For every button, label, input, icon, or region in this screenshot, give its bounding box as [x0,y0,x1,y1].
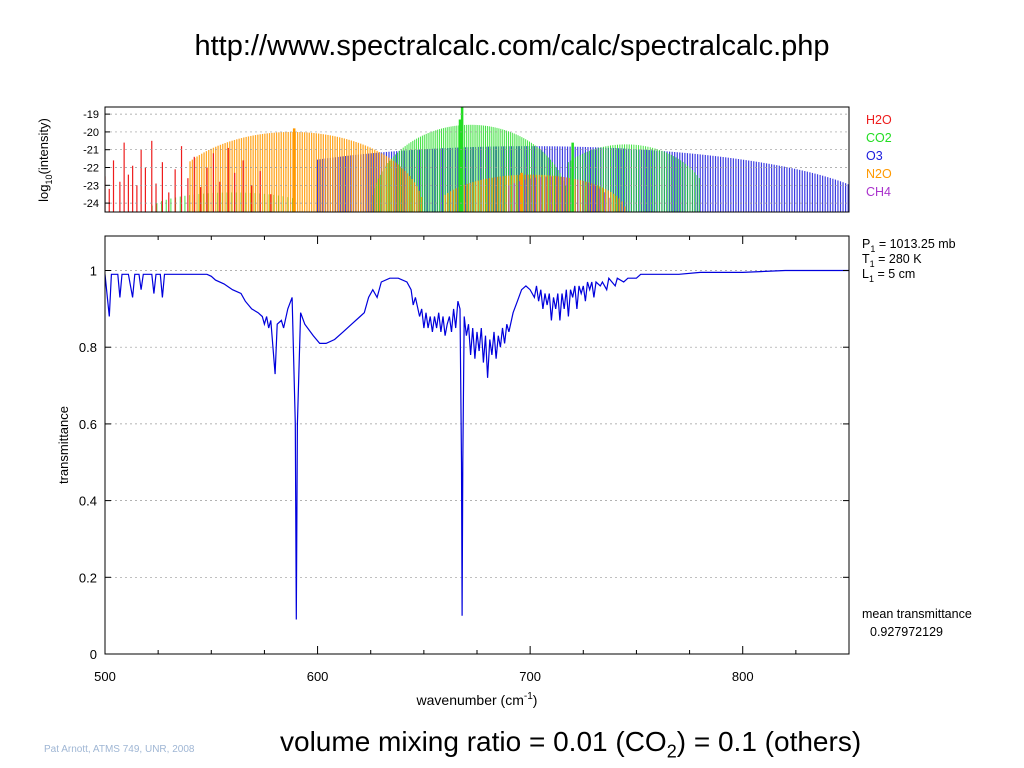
wavenumber-x-ticks: 500 600 700 800 [94,236,850,684]
mean-transmittance-label: mean transmittance [862,607,972,621]
transmittance-series-line [105,269,849,620]
intensity-y-tick-label: -24 [83,198,99,210]
wavenumber-x-tick-label: 800 [732,669,754,684]
intensity-y-tick-label: -20 [83,127,99,139]
transmittance-y-tick-label: 0.6 [79,417,97,432]
mixing-ratio-caption: volume mixing ratio = 0.01 (CO2) = 0.1 (… [280,726,862,762]
transmittance-y-tick-label: 0 [90,647,97,662]
wavenumber-x-tick-label: 600 [307,669,329,684]
transmittance-y-tick-label: 0.4 [79,494,97,509]
intensity-bands [105,107,849,212]
slide-title: http://www.spectralcalc.com/calc/spectra… [194,30,830,62]
transmittance-gridlines [105,270,849,655]
legend-entry-n2o: N2O [866,167,892,181]
transmittance-plot-frame [104,235,850,655]
intensity-gridlines [105,113,849,204]
intensity-y-tick-label: -21 [83,145,99,157]
wavenumber-x-axis-label: wavenumber (cm-1) [416,691,538,708]
legend-entry-h2o: H2O [866,113,892,127]
parameter-p: P1 = 1013.25 mb [862,237,956,254]
footer-credit: Pat Arnott, ATMS 749, UNR, 2008 [44,744,195,755]
transmittance-y-tick-label: 0.8 [79,340,97,355]
transmittance-y-tick-label: 1 [90,264,97,279]
intensity-y-ticks: -19 -20 -21 -22 -23 -24 [83,109,110,210]
species-legend: H2O CO2 O3 N2O CH4 [866,113,892,199]
intensity-plot-frame [104,106,850,213]
transmittance-y-ticks: 0 0.2 0.4 0.6 0.8 1 [79,264,849,662]
legend-entry-o3: O3 [866,149,883,163]
legend-entry-co2: CO2 [866,131,892,145]
parameter-l: L1 = 5 cm [862,267,915,284]
transmittance-y-axis-label: transmittance [56,406,71,484]
parameter-t: T1 = 280 K [862,252,922,269]
legend-entry-ch4: CH4 [866,185,891,199]
wavenumber-x-tick-label: 500 [94,669,116,684]
transmittance-y-tick-label: 0.2 [79,570,97,585]
wavenumber-x-tick-label: 700 [519,669,541,684]
intensity-y-tick-label: -23 [83,180,99,192]
intensity-y-tick-label: -22 [83,163,99,175]
intensity-y-axis-label: log10(intensity) [36,118,54,202]
mean-transmittance-value: 0.927972129 [870,625,943,639]
intensity-y-tick-label: -19 [83,109,99,121]
